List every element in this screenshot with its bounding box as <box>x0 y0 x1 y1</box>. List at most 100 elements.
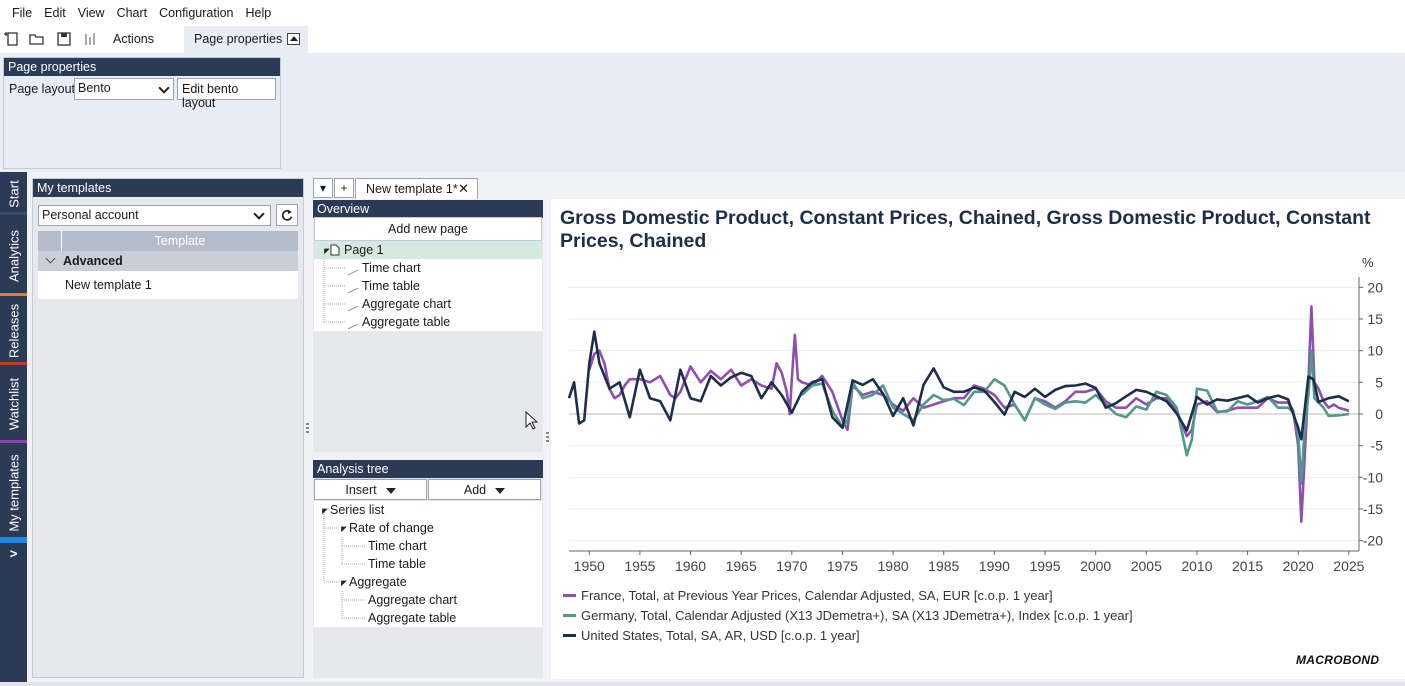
tree-lines <box>323 259 346 323</box>
tree-item-time-table[interactable]: Time table <box>368 557 426 571</box>
nav-tab-label: Analytics <box>6 229 21 282</box>
legend-swatch <box>563 634 576 637</box>
collapse-ribbon-icon[interactable] <box>287 33 300 45</box>
nav-tab-watchlist[interactable]: Watchlist <box>0 365 27 443</box>
left-navigation: Start Analytics Releases Watchlist My te… <box>0 172 27 686</box>
account-select[interactable]: Personal account <box>38 205 271 226</box>
menu-chart[interactable]: Chart <box>116 6 148 20</box>
status-strip <box>0 682 1405 686</box>
group-row-advanced[interactable]: Advanced <box>38 251 298 271</box>
nav-tab-releases[interactable]: Releases <box>0 296 27 365</box>
tree-item-time-chart[interactable]: Time chart <box>362 261 421 275</box>
y-tick-label: -15 <box>1363 501 1383 517</box>
insert-dropdown-button[interactable]: Insert <box>314 479 427 500</box>
tree-item-aggregate-chart[interactable]: Aggregate chart <box>368 593 457 607</box>
expand-triangle-icon[interactable] <box>319 243 330 255</box>
macrobond-logo: MACROBOND <box>1296 653 1380 667</box>
x-tick-label: 1970 <box>776 558 807 574</box>
tree-item-aggregate-table[interactable]: Aggregate table <box>368 611 457 625</box>
x-tick-label: 2000 <box>1080 558 1111 574</box>
panel-splitter[interactable] <box>546 432 549 444</box>
open-folder-icon[interactable] <box>28 30 46 48</box>
menu-help[interactable]: Help <box>245 6 272 20</box>
analysis-tree-panel: Analysis tree Insert Add Series list Rat… <box>313 460 543 678</box>
x-tick-label: 2010 <box>1181 558 1212 574</box>
insert-label: Insert <box>345 483 377 497</box>
close-icon[interactable]: ✕ <box>458 181 469 196</box>
save-icon[interactable] <box>55 30 73 48</box>
tree-item-aggregate[interactable]: Aggregate <box>349 575 407 589</box>
chart-series-icon[interactable] <box>81 30 99 48</box>
account-value: Personal account <box>42 208 139 222</box>
nav-tab-accent <box>0 212 27 215</box>
menu-configuration[interactable]: Configuration <box>159 6 234 20</box>
caret-down-icon <box>385 487 396 494</box>
template-row[interactable]: New template 1 <box>38 271 298 299</box>
analysis-tree: Series list Rate of change Time chart Ti… <box>314 501 542 627</box>
y-tick-label: 5 <box>1375 374 1383 390</box>
page-layout-label: Page layout <box>9 82 76 96</box>
overview-tree: Page 1 Time chart Time table Aggregate c… <box>314 241 542 331</box>
y-tick-label: -5 <box>1371 438 1384 454</box>
tree-item-aggregate-table[interactable]: Aggregate table <box>362 315 451 329</box>
y-tick-label: 15 <box>1367 311 1383 327</box>
edit-bento-layout-button[interactable]: Edit bento layout <box>177 78 276 110</box>
series-lines <box>567 305 1350 523</box>
legend-item-germany[interactable]: Germany, Total, Calendar Adjusted (X13 J… <box>562 608 1133 628</box>
legend-item-united-states[interactable]: United States, Total, SA, AR, USD [c.o.p… <box>562 628 1133 648</box>
series-line-1[interactable] <box>801 349 1350 485</box>
menu-bar: File Edit View Chart Configuration Help <box>0 0 1405 26</box>
expand-nav-icon[interactable]: > <box>9 546 18 561</box>
tree-item-rate-of-change[interactable]: Rate of change <box>349 521 434 535</box>
chevron-down-icon[interactable] <box>45 253 56 264</box>
menu-view[interactable]: View <box>77 6 105 20</box>
nav-tab-analytics[interactable]: Analytics <box>0 215 27 296</box>
nav-tab-accent <box>0 537 27 543</box>
page-properties-tab[interactable]: Page properties <box>184 26 308 53</box>
x-tick-label: 1965 <box>726 558 757 574</box>
tab-new-template[interactable]: New template 1* ✕ <box>355 178 478 199</box>
y-tick-label: 0 <box>1375 406 1383 422</box>
tree-item-aggregate-chart[interactable]: Aggregate chart <box>362 297 451 311</box>
tree-item-time-table[interactable]: Time table <box>362 279 420 293</box>
nav-tab-label: Watchlist <box>6 377 21 431</box>
page-label: Page 1 <box>344 243 384 257</box>
menu-edit[interactable]: Edit <box>44 6 66 20</box>
page-properties-tab-label: Page properties <box>194 32 283 46</box>
x-tick-label: 1950 <box>574 558 605 574</box>
menu-file[interactable]: File <box>12 6 33 20</box>
series-line-2[interactable] <box>567 330 1350 441</box>
template-column-header[interactable]: Template <box>154 234 206 248</box>
x-tick-label: 2020 <box>1283 558 1314 574</box>
refresh-icon[interactable] <box>276 204 298 226</box>
tree-item-page-1[interactable]: Page 1 <box>314 241 542 259</box>
nav-tab-start[interactable]: Start <box>0 172 27 215</box>
grid-header-spacer <box>38 231 62 251</box>
legend-swatch <box>563 594 576 597</box>
x-tick-label: 1960 <box>675 558 706 574</box>
add-dropdown-button[interactable]: Add <box>428 479 541 500</box>
my-templates-title: My templates <box>33 179 303 197</box>
chart-title: Gross Domestic Product, Constant Prices,… <box>560 207 1371 252</box>
panel-splitter[interactable] <box>306 423 309 435</box>
tree-item-series-list[interactable]: Series list <box>330 503 385 517</box>
legend-item-france[interactable]: France, Total, at Previous Year Prices, … <box>562 588 1133 608</box>
page-layout-select[interactable]: Bento <box>74 78 174 100</box>
tree-item-time-chart[interactable]: Time chart <box>368 539 427 553</box>
new-document-icon[interactable] <box>3 30 21 48</box>
caret-down-icon <box>495 487 506 494</box>
y-tick-label: -10 <box>1363 469 1383 485</box>
chart-area[interactable]: Gross Domestic Product, Constant Prices,… <box>551 199 1405 679</box>
add-tab-button[interactable]: + <box>334 178 354 198</box>
page-layout-value: Bento <box>78 81 111 95</box>
template-name: New template 1 <box>65 278 152 292</box>
x-tick-label: 2025 <box>1333 558 1364 574</box>
add-new-page-button[interactable]: Add new page <box>314 217 542 241</box>
nav-tab-label: My templates <box>6 454 21 532</box>
actions-tab[interactable]: Actions <box>113 32 154 46</box>
nav-tab-my-templates[interactable]: My templates <box>0 443 27 543</box>
chevron-down-icon <box>158 82 170 94</box>
tab-menu-button[interactable]: ▾ <box>313 178 333 198</box>
